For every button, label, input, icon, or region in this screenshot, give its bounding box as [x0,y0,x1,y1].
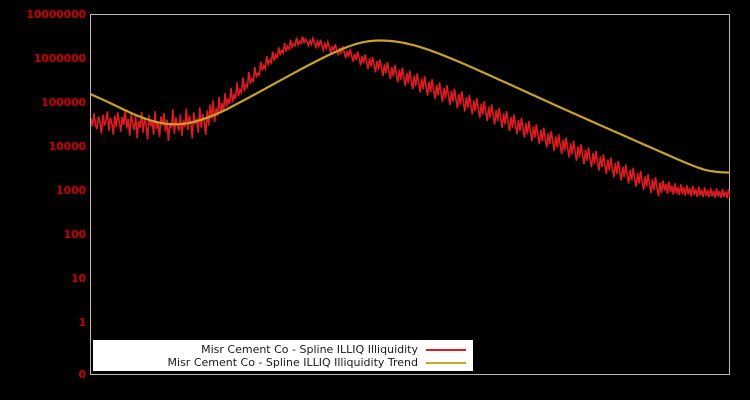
series-illiquidity-line [91,35,730,199]
legend: Misr Cement Co - Spline ILLIQ Illiquidit… [93,340,473,371]
y-tick-label: 1 [78,316,87,329]
y-axis: 10000000 1000000 100000 10000 1000 100 1… [0,0,86,400]
plot-area [91,35,730,199]
y-tick-label: 1000000 [33,52,86,65]
legend-swatch-trend [426,361,466,364]
legend-item: Misr Cement Co - Spline ILLIQ Illiquidit… [94,356,472,369]
y-tick-label: 10000 [48,140,86,153]
legend-swatch-illiquidity [426,348,466,351]
series-illiquidity-trend-line [91,39,730,174]
legend-label: Misr Cement Co - Spline ILLIQ Illiquidit… [167,356,418,369]
y-tick-label: 100000 [41,96,86,109]
y-tick-label: 10000000 [26,8,86,21]
y-tick-label: 10 [71,272,86,285]
y-tick-label: 1000 [56,184,86,197]
y-tick-label: 100 [63,228,87,241]
legend-label: Misr Cement Co - Spline ILLIQ Illiquidit… [201,343,418,356]
y-tick-label: 0 [78,368,87,381]
legend-item: Misr Cement Co - Spline ILLIQ Illiquidit… [94,343,472,356]
